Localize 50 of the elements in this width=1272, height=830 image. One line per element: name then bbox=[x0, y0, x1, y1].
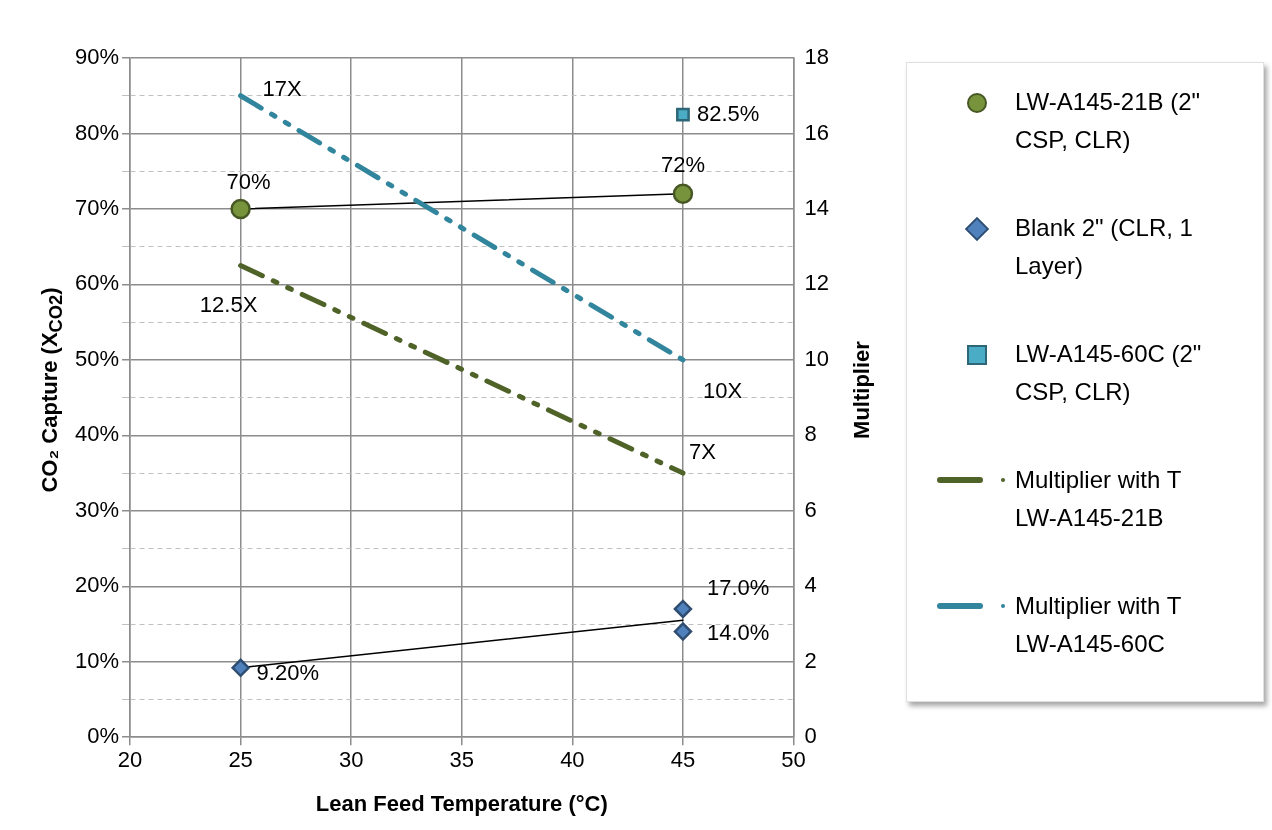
y-tick-label: 80% bbox=[74, 119, 120, 145]
y-tick-label: 30% bbox=[74, 496, 120, 522]
data-label: 17.0% bbox=[706, 574, 770, 600]
text: LW-A145-21B (2" CSP, CLR) bbox=[1015, 88, 1201, 153]
point bbox=[230, 198, 251, 220]
y-tick-label: 60% bbox=[74, 270, 120, 296]
x-tick-label: 30 bbox=[338, 747, 364, 773]
y-tick-label: 40% bbox=[74, 421, 120, 447]
y-tick-label: 10% bbox=[74, 647, 120, 673]
y2-tick-label: 4 bbox=[804, 572, 817, 598]
data-label: 12.5X bbox=[199, 291, 258, 317]
y2-tick-label: 0 bbox=[804, 723, 817, 749]
y2-tick-label: 14 bbox=[804, 195, 830, 220]
y-tick-label: 90% bbox=[74, 44, 120, 70]
y-tick-label: 70% bbox=[74, 195, 120, 220]
y2-tick-label: 12 bbox=[804, 270, 830, 296]
y2-tick-label: 16 bbox=[804, 119, 830, 145]
point bbox=[676, 107, 690, 122]
y-tick-label: 0% bbox=[87, 723, 120, 749]
y2-tick-label: 10 bbox=[804, 345, 830, 371]
y2-tick-label: 8 bbox=[804, 421, 817, 447]
point bbox=[672, 183, 694, 205]
x-axis-title: Lean Feed Temperature (°C) bbox=[315, 790, 608, 816]
text: LW-A145-60C (2" CSP, CLR) bbox=[1015, 340, 1202, 405]
y-tick-label: 50% bbox=[74, 345, 120, 371]
y2-tick-label: 2 bbox=[804, 647, 817, 673]
point bbox=[673, 599, 693, 619]
y2-tick-label: 6 bbox=[804, 496, 817, 522]
data-label: 70% bbox=[226, 169, 271, 194]
x-tick-label: 35 bbox=[449, 747, 475, 773]
data-label: 10X bbox=[702, 377, 743, 403]
legend-label: Multiplier with T LW-A145-21B bbox=[1015, 466, 1181, 531]
data-label: 82.5% bbox=[696, 100, 760, 126]
x-tick-label: 50 bbox=[781, 747, 806, 773]
point bbox=[673, 622, 693, 641]
data-label: 7X bbox=[688, 439, 717, 465]
text: Blank 2" (CLR, 1 Layer) bbox=[1015, 214, 1193, 279]
data-label: 14.0% bbox=[706, 619, 770, 645]
x-tick-label: 20 bbox=[117, 747, 143, 773]
x-tick-label: 45 bbox=[670, 747, 696, 773]
legend-label: Multiplier with T LW-A145-60C bbox=[1015, 592, 1181, 657]
x-tick-label: 25 bbox=[228, 747, 253, 773]
x-tick-label: 40 bbox=[560, 747, 585, 773]
point bbox=[231, 658, 250, 678]
data-label: 72% bbox=[660, 151, 705, 177]
y-tick-label: 20% bbox=[74, 572, 120, 598]
data-label: 9.20% bbox=[256, 659, 320, 685]
y2-tick-label: 18 bbox=[804, 44, 830, 70]
y2-axis-title: Multiplier bbox=[849, 341, 875, 439]
data-label: 17X bbox=[262, 75, 303, 101]
